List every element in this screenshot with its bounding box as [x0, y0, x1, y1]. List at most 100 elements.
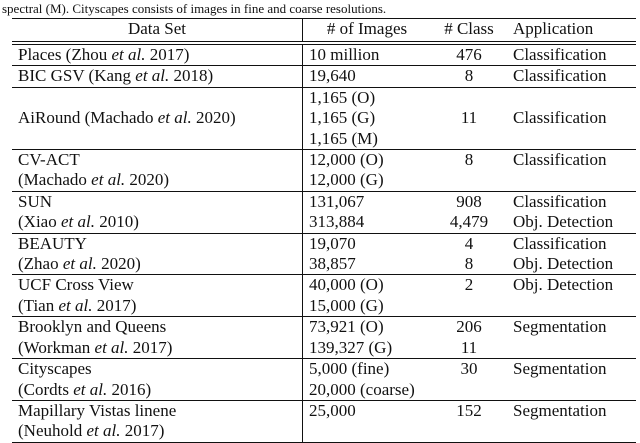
header-row: Data Set # of Images # Class Application — [12, 18, 636, 45]
cell-line: Classification — [513, 150, 607, 170]
class-cell: 11 — [431, 87, 507, 151]
cell-line: SUN — [18, 191, 53, 211]
cell-line: 11 — [460, 108, 478, 128]
table-row: BIC GSV (Kang et al. 2018) 19,640 8 Classif… — [12, 65, 636, 88]
header-data-set: Data Set — [12, 18, 303, 45]
cell-line: Obj. Detection — [513, 254, 614, 274]
cell-line — [309, 421, 425, 441]
cell-line: Brooklyn and Queens — [18, 317, 167, 337]
images-cell: 12,000 (O) 12,000 (G) — [302, 149, 431, 192]
table-row: SUN (Xiao et al. 2010) 131,067 313,884 908 4,… — [12, 191, 636, 234]
cell-line — [437, 129, 501, 149]
table-row: AiRound (Machado et al. 2020) 1,165 (O) 1… — [12, 87, 636, 151]
dataset-cell: SUN (Xiao et al. 2010) — [12, 191, 303, 234]
cell-line: 8 — [464, 66, 474, 86]
images-cell: 40,000 (O) 15,000 (G) — [302, 274, 431, 318]
cell-line: 152 — [456, 400, 482, 420]
cell-line: 20,000 (coarse) — [309, 379, 415, 399]
images-cell: 25,000 — [302, 400, 431, 443]
cell-line: 2 — [464, 275, 474, 295]
cell-line: 206 — [456, 317, 482, 337]
application-cell: Classification — [507, 43, 636, 67]
class-cell: 908 4,479 — [431, 191, 507, 234]
cell-line: 12,000 (G) — [309, 170, 384, 190]
table-caption: spectral (M). Cityscapes consists of ima… — [2, 1, 387, 16]
images-cell: 19,070 38,857 — [302, 233, 431, 276]
cell-line — [513, 170, 630, 190]
images-cell: 10 million — [302, 43, 431, 67]
cell-line: 30 — [460, 359, 478, 379]
table-row: Places (Zhou et al. 2017) 10 million 476 Cl… — [12, 43, 636, 67]
application-cell: Classification — [507, 87, 636, 151]
cell-line: 73,921 (O) — [309, 317, 384, 337]
cell-line: 908 — [456, 191, 482, 211]
cell-line: 8 — [464, 150, 474, 170]
cell-line: 1,165 (M) — [309, 128, 378, 148]
dataset-cell: BIC GSV (Kang et al. 2018) — [12, 65, 303, 88]
dataset-cell: Places (Zhou et al. 2017) — [12, 43, 303, 67]
application-cell: Classification Obj. Detection — [507, 233, 636, 276]
cell-line: UCF Cross View — [18, 275, 134, 295]
class-cell: 8 — [431, 149, 507, 192]
cell-line: CV-ACT — [18, 150, 80, 170]
cell-line — [513, 129, 630, 149]
cell-line — [18, 88, 296, 108]
cell-line — [437, 421, 501, 441]
table-row: Cityscapes (Cordts et al. 2016) 5,000 (fin… — [12, 358, 636, 401]
application-cell: Classification — [507, 149, 636, 192]
cell-line: Classification — [513, 66, 607, 86]
images-cell: 131,067 313,884 — [302, 191, 431, 234]
cell-line: Classification — [513, 45, 607, 64]
cell-line: 1,165 (G) — [309, 108, 376, 128]
table-row: CV-ACT (Machado et al. 2020) 12,000 (O) 12,… — [12, 149, 636, 192]
class-cell: 206 11 — [431, 316, 507, 360]
cell-line: 313,884 — [309, 212, 365, 232]
dataset-cell: Cityscapes (Cordts et al. 2016) — [12, 358, 303, 401]
cell-line — [513, 88, 630, 108]
cell-line: 25,000 — [309, 400, 356, 420]
application-cell: Obj. Detection — [507, 274, 636, 318]
cell-line: Segmentation — [513, 400, 607, 420]
cell-line — [437, 380, 501, 400]
cell-line: 4,479 — [449, 212, 489, 232]
images-cell: 19,640 — [302, 65, 431, 88]
cell-line: 139,327 (G) — [309, 337, 393, 357]
dataset-cell: UCF Cross View (Tian et al. 2017) — [12, 274, 303, 318]
class-cell: 152 — [431, 400, 507, 443]
cell-line — [437, 296, 501, 316]
dataset-cell: Mapillary Vistas linene (Neuhold et al. 2… — [12, 400, 303, 443]
cell-line: 1,165 (O) — [309, 87, 376, 107]
table-row: UCF Cross View (Tian et al. 2017) 40,000 (… — [12, 274, 636, 318]
cell-line: 131,067 — [309, 191, 365, 211]
cell-line — [513, 338, 630, 358]
cell-line: Classification — [513, 233, 607, 253]
cell-line: BEAUTY — [18, 233, 87, 253]
application-cell: Classification Obj. Detection — [507, 191, 636, 234]
cell-line: (Tian et al. 2017) — [18, 295, 137, 315]
dataset-cell: CV-ACT (Machado et al. 2020) — [12, 149, 303, 192]
cell-line: Cityscapes — [18, 359, 92, 379]
cell-line: Mapillary Vistas linene — [18, 400, 177, 420]
cell-line: 11 — [460, 337, 478, 357]
class-cell: 476 — [431, 43, 507, 67]
table-row: Mapillary Vistas linene (Neuhold et al. 2… — [12, 400, 636, 443]
application-cell: Segmentation — [507, 316, 636, 360]
cell-line: 5,000 (fine) — [309, 359, 390, 379]
cell-line: (Neuhold et al. 2017) — [18, 421, 165, 441]
dataset-table: Data Set # of Images # Class Application… — [12, 18, 636, 443]
cell-line — [437, 88, 501, 108]
header-num-class: # Class — [431, 18, 507, 45]
cell-line: Classification — [513, 191, 607, 211]
table-row: BEAUTY (Zhao et al. 2020) 19,070 38,857 4 8 Cl… — [12, 233, 636, 276]
cell-line: Classification — [513, 108, 607, 128]
cell-line: AiRound (Machado et al. 2020) — [18, 108, 236, 128]
cell-line: 8 — [464, 254, 474, 274]
cell-line — [437, 170, 501, 190]
dataset-cell: Brooklyn and Queens (Workman et al. 2017) — [12, 316, 303, 360]
cell-line — [513, 380, 630, 400]
cell-line: 19,070 — [309, 233, 356, 253]
class-cell: 30 — [431, 358, 507, 401]
cell-line: Segmentation — [513, 359, 607, 379]
cell-line: 15,000 (G) — [309, 295, 384, 315]
